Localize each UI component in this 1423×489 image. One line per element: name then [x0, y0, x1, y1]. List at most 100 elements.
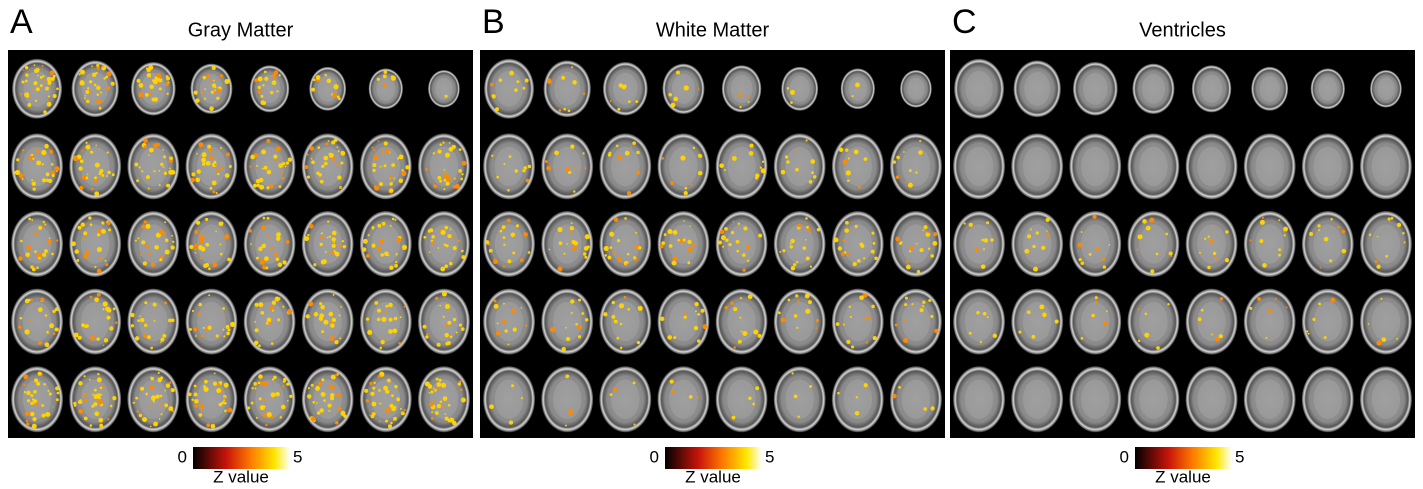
activation-blob — [437, 404, 441, 408]
activation-blob — [317, 411, 321, 415]
activation-blob — [739, 317, 741, 319]
activation-blob — [558, 109, 561, 112]
activation-blob — [808, 300, 812, 304]
activation-blob — [266, 267, 269, 270]
activation-blob — [80, 159, 84, 163]
activation-blob — [1089, 253, 1092, 256]
activation-blob — [732, 416, 736, 420]
activation-blob — [25, 80, 28, 83]
activation-blob — [456, 331, 458, 333]
activation-blob — [837, 392, 840, 395]
slice-inner — [727, 302, 756, 342]
slice-inner — [965, 224, 994, 264]
activation-blob — [338, 244, 342, 248]
activation-blob — [724, 169, 726, 171]
activation-blob — [382, 222, 386, 226]
activation-blob — [100, 92, 102, 94]
activation-blob — [494, 304, 499, 309]
activation-blob — [78, 166, 82, 170]
activation-blob — [987, 316, 989, 318]
activation-blob — [449, 147, 454, 152]
activation-blob — [689, 225, 691, 227]
activation-blob — [732, 156, 737, 161]
activation-blob — [84, 417, 88, 421]
activation-blob — [922, 301, 925, 304]
activation-blob — [377, 247, 382, 252]
activation-blob — [993, 334, 997, 338]
activation-blob — [507, 219, 511, 223]
activation-blob — [846, 340, 850, 344]
activation-blob — [565, 425, 567, 427]
activation-blob — [143, 261, 147, 265]
activation-blob — [97, 373, 99, 375]
activation-blob — [1388, 217, 1391, 220]
activation-blob — [671, 103, 676, 108]
activation-blob — [905, 297, 908, 300]
activation-blob — [149, 84, 154, 89]
activation-blob — [845, 148, 848, 151]
slice-inner — [902, 147, 931, 187]
activation-blob — [816, 319, 819, 322]
activation-blob — [137, 410, 140, 413]
activation-blob — [153, 303, 157, 307]
activation-blob — [683, 220, 685, 222]
activation-blob — [393, 417, 397, 421]
activation-blob — [1027, 234, 1031, 238]
activation-blob — [103, 301, 108, 306]
activation-blob — [1309, 232, 1313, 236]
activation-blob — [698, 88, 700, 90]
activation-blob — [1249, 307, 1252, 310]
slice-inner — [1314, 224, 1343, 264]
activation-blob — [1402, 232, 1404, 234]
slice-inner — [554, 72, 580, 106]
activation-blob — [1260, 220, 1265, 225]
activation-blob — [1144, 333, 1149, 338]
activation-blob — [208, 148, 212, 152]
activation-blob — [683, 239, 686, 242]
activation-blob — [787, 87, 790, 90]
activation-blob — [458, 382, 461, 385]
slice-inner — [1372, 379, 1401, 419]
activation-blob — [36, 160, 41, 165]
activation-blob — [377, 309, 381, 313]
activation-blob — [84, 325, 87, 328]
activation-blob — [864, 383, 868, 387]
activation-blob — [193, 327, 197, 331]
activation-blob — [817, 228, 820, 231]
activation-blob — [320, 236, 323, 239]
activation-blob — [164, 403, 168, 407]
activation-blob — [383, 75, 387, 79]
activation-blob — [374, 186, 379, 191]
activation-blob — [688, 247, 693, 252]
activation-blob — [79, 73, 81, 75]
activation-blob — [755, 176, 758, 179]
activation-blob — [194, 248, 197, 251]
activation-blob — [55, 327, 59, 331]
slice-inner — [1255, 147, 1284, 187]
activation-blob — [859, 295, 864, 300]
activation-blob — [260, 95, 263, 98]
activation-blob — [94, 266, 96, 268]
activation-blob — [790, 101, 793, 104]
activation-blob — [450, 336, 453, 339]
slice-inner — [313, 224, 342, 264]
activation-blob — [843, 323, 845, 325]
activation-blob — [313, 263, 316, 266]
activation-blob — [169, 381, 172, 384]
activation-blob — [583, 152, 585, 154]
activation-blob — [166, 383, 171, 388]
activation-blob — [220, 74, 223, 77]
activation-blob — [269, 306, 273, 310]
activation-blob — [330, 324, 332, 326]
activation-blob — [159, 184, 161, 186]
activation-blob — [852, 95, 854, 97]
activation-blob — [51, 163, 54, 166]
activation-blob — [98, 418, 103, 423]
activation-blob — [388, 303, 393, 308]
activation-blob — [275, 392, 279, 396]
activation-blob — [87, 75, 89, 77]
activation-blob — [383, 164, 386, 167]
activation-blob — [194, 230, 198, 234]
slice-inner — [1023, 224, 1052, 264]
activation-blob — [437, 387, 439, 389]
